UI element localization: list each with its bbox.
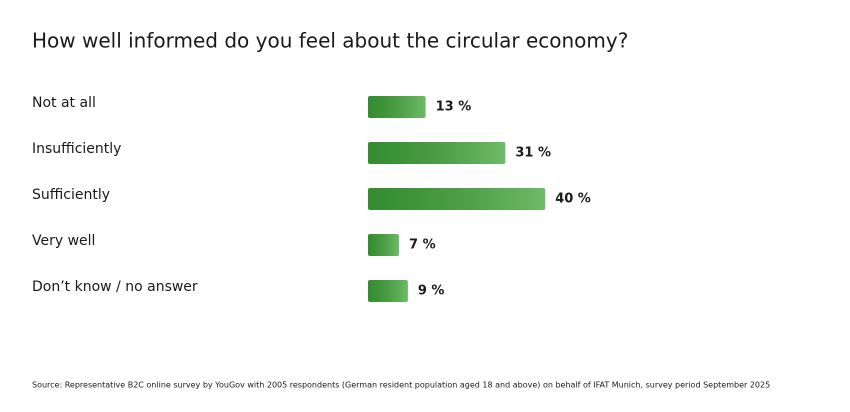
category-label: Very well (32, 233, 95, 249)
bar-shade (368, 188, 546, 210)
value-label: 7 % (409, 238, 436, 253)
chart-title: How well informed do you feel about the … (32, 29, 628, 53)
value-label: 13 % (436, 100, 472, 115)
category-label: Sufficiently (32, 187, 110, 203)
category-label: Not at all (32, 95, 96, 111)
bar-shade (368, 96, 426, 118)
source-note: Source: Representative B2C online survey… (32, 381, 770, 390)
bar-shade (368, 142, 506, 164)
bar-shade (368, 280, 408, 302)
category-label: Insufficiently (32, 141, 121, 157)
category-label: Don’t know / no answer (32, 279, 198, 295)
value-label: 40 % (555, 192, 591, 207)
bar-shade (368, 234, 400, 256)
value-label: 9 % (418, 284, 445, 299)
value-label: 31 % (515, 146, 551, 161)
